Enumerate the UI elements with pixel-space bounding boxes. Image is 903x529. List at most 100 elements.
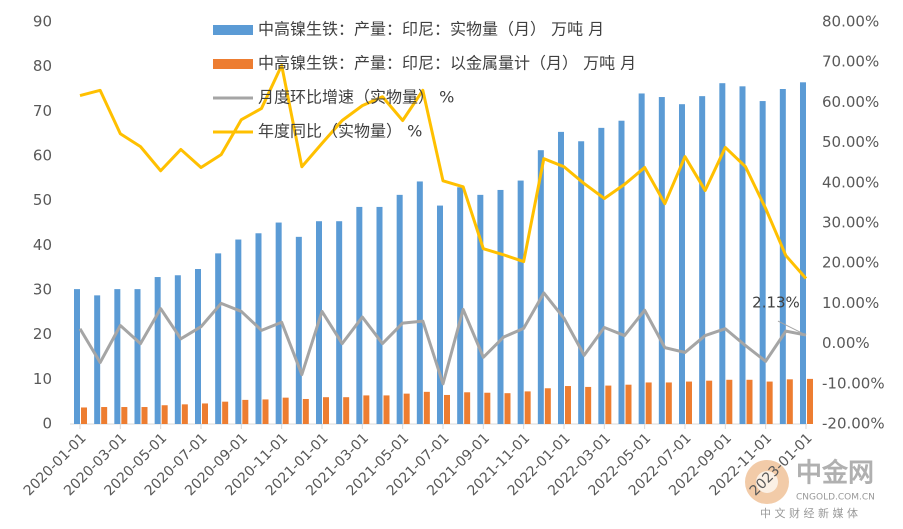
y2-tick-label: 30.00%: [822, 214, 879, 232]
legend-swatch: [213, 59, 253, 69]
bar: [174, 275, 181, 424]
legend-swatch: [213, 25, 253, 35]
y2-tick-label: 60.00%: [822, 93, 879, 111]
bar: [161, 405, 168, 424]
bar: [343, 397, 350, 424]
bar: [537, 150, 544, 424]
y2-tick-label: 20.00%: [822, 254, 879, 272]
bar: [645, 382, 652, 424]
bar: [638, 93, 645, 424]
y2-tick-label: 40.00%: [822, 173, 879, 191]
bar: [524, 391, 531, 424]
bar: [322, 397, 329, 424]
y-tick-label: 40: [33, 236, 52, 254]
bar: [786, 379, 793, 424]
legend-label: 中高镍生铁：产量：印尼：以金属量计（月） 万吨 月: [258, 54, 636, 73]
y-tick-label: 20: [33, 325, 52, 343]
bar: [101, 407, 108, 424]
bar: [201, 403, 208, 424]
bar: [262, 399, 269, 424]
bar: [658, 97, 665, 424]
bar: [383, 395, 390, 424]
y2-tick-label: 70.00%: [822, 53, 879, 71]
y-tick-label: 0: [42, 415, 52, 433]
y-tick-label: 80: [33, 57, 52, 75]
bar: [806, 378, 813, 424]
bar: [585, 386, 592, 424]
bar: [766, 381, 773, 424]
bar: [282, 397, 289, 424]
bar: [141, 407, 148, 424]
bar: [222, 401, 229, 424]
bar: [799, 82, 806, 425]
bar: [739, 86, 746, 424]
bar: [564, 386, 571, 424]
bar: [699, 96, 706, 424]
bar: [746, 379, 753, 424]
y2-tick-label: -20.00%: [822, 415, 885, 433]
y2-tick-label: 10.00%: [822, 294, 879, 312]
y-tick-label: 10: [33, 370, 52, 388]
bar: [443, 394, 450, 424]
data-label: 2.13%: [752, 294, 800, 312]
bar: [457, 187, 464, 424]
bar: [181, 404, 188, 424]
bar: [685, 381, 692, 424]
bar: [363, 395, 370, 424]
bar: [235, 239, 242, 424]
bar: [504, 393, 511, 424]
bar: [605, 385, 612, 424]
bar: [544, 388, 551, 424]
y-tick-label: 90: [33, 13, 52, 31]
slogan: 中 文 财 经 新 媒 体: [760, 506, 858, 520]
y2-tick-label: 0.00%: [822, 334, 870, 352]
bar: [497, 189, 504, 424]
bar: [719, 83, 726, 425]
bar: [464, 392, 471, 424]
bar: [779, 89, 786, 424]
y2-tick-label: -10.00%: [822, 374, 885, 392]
bar: [477, 194, 484, 424]
bar: [484, 392, 491, 424]
bar: [517, 180, 524, 424]
y-tick-label: 50: [33, 191, 52, 209]
bar: [557, 131, 564, 424]
bar: [578, 141, 585, 424]
leader-line: [777, 320, 807, 336]
bar: [242, 399, 249, 424]
bar: [423, 391, 430, 424]
legend-label: 年度同比（实物量） %: [258, 122, 422, 141]
bar: [618, 120, 625, 425]
bar: [759, 101, 766, 424]
bar: [416, 181, 423, 424]
legend-label: 月度环比增速（实物量） %: [258, 88, 454, 107]
site: CNGOLD.COM.CN: [796, 493, 875, 503]
line: [78, 291, 807, 386]
bar: [302, 398, 309, 424]
bar: [215, 253, 222, 424]
bar: [726, 379, 733, 424]
y-tick-label: 60: [33, 147, 52, 165]
bar: [356, 206, 363, 424]
y2-tick-label: 50.00%: [822, 133, 879, 151]
line: [79, 63, 808, 280]
bar: [678, 104, 685, 424]
bar: [81, 407, 87, 424]
bar: [665, 382, 672, 424]
bar: [295, 236, 302, 424]
y-tick-label: 70: [33, 102, 52, 120]
bar: [625, 384, 632, 424]
bar: [706, 380, 713, 424]
bar: [134, 289, 141, 424]
bar: [396, 194, 403, 424]
legend-label: 中高镍生铁：产量：印尼：实物量（月） 万吨 月: [258, 20, 604, 39]
bar: [154, 277, 161, 424]
bar: [598, 127, 605, 425]
bar: [403, 393, 410, 424]
logo-inner: [756, 471, 778, 493]
brand: 中金网: [796, 458, 874, 489]
bar: [114, 289, 121, 424]
watermark: 中金网 CNGOLD.COM.CN 中 文 财 经 新 媒 体: [745, 458, 875, 520]
bar: [194, 269, 201, 424]
